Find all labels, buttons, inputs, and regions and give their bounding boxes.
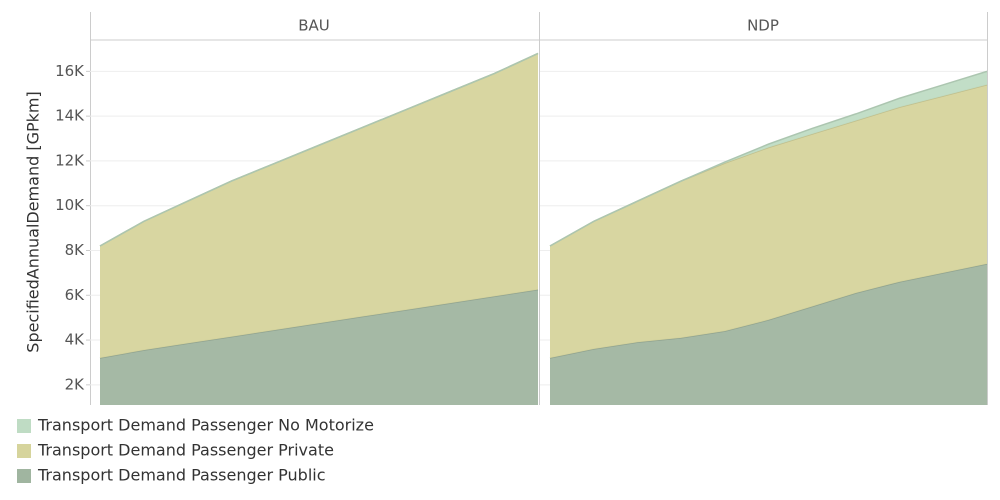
legend-label: Transport Demand Passenger No Motorize: [37, 416, 374, 435]
area-group: [99, 52, 539, 405]
panel-title: BAU: [298, 17, 330, 35]
panel-title: NDP: [747, 17, 779, 35]
y-tick-label: 4K: [65, 331, 86, 349]
legend-label: Transport Demand Passenger Private: [37, 441, 334, 460]
legend-swatch: [17, 469, 31, 483]
area: [100, 289, 538, 405]
area: [550, 71, 987, 247]
legend: Transport Demand Passenger No Motorize Tr…: [17, 416, 374, 485]
legend-swatch: [17, 444, 31, 458]
area: [100, 53, 538, 358]
y-tick-label: 8K: [65, 241, 86, 259]
y-tick-label: 2K: [65, 375, 86, 393]
area: [550, 263, 987, 405]
legend-label: Transport Demand Passenger Public: [37, 466, 326, 485]
area-group: [549, 70, 988, 405]
y-axis-label: SpecifiedAnnualDemand [GPkm]: [24, 91, 43, 352]
legend-swatch: [17, 419, 31, 433]
area: [550, 84, 987, 358]
y-tick-label: 6K: [65, 286, 86, 304]
area-edge: [99, 52, 539, 247]
y-tick-label: 16K: [55, 62, 85, 80]
y-tick-label: 10K: [55, 196, 85, 214]
y-tick-label: 14K: [55, 107, 85, 125]
y-tick-label: 12K: [55, 151, 85, 169]
area-edge: [549, 70, 988, 247]
